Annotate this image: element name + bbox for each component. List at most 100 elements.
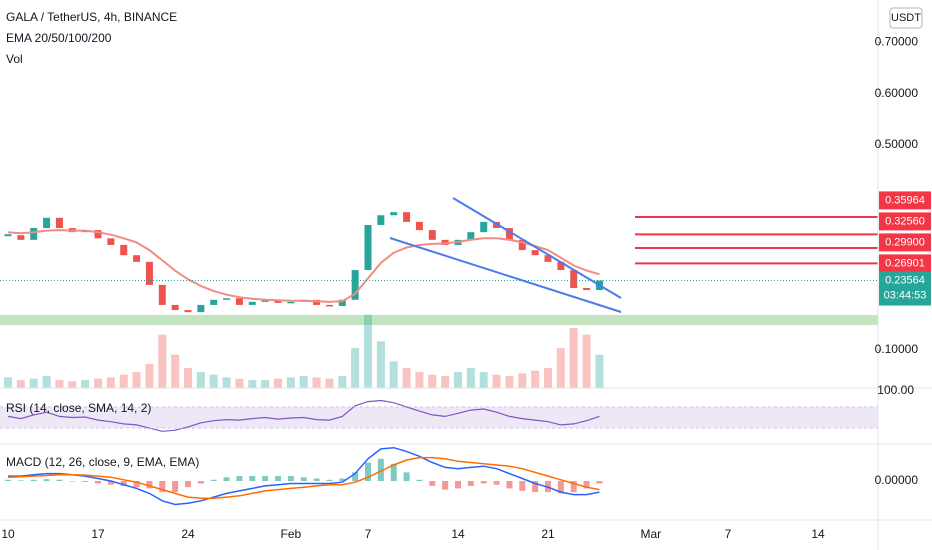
candle	[235, 298, 243, 305]
volume-bar	[261, 380, 270, 388]
volume-bar	[338, 376, 347, 388]
level-label-box	[879, 254, 931, 273]
macd-histogram-bar	[146, 481, 153, 489]
volume-bar	[132, 372, 141, 388]
macd-histogram-bar	[532, 481, 539, 493]
macd-histogram-bar	[249, 476, 256, 482]
chart-title: GALA / TetherUS, 4h, BINANCE	[6, 10, 177, 24]
volume-bar	[531, 370, 540, 388]
candle	[55, 217, 63, 229]
volume-bar	[441, 376, 450, 388]
candle	[505, 228, 513, 240]
level-label-box	[879, 191, 931, 210]
macd-tick-label: 0.00000	[875, 473, 919, 487]
candle	[313, 299, 321, 305]
macd-histogram-bar	[352, 472, 359, 482]
lower-trend-line	[389, 237, 622, 313]
candle	[544, 255, 552, 262]
macd-histogram-bar	[390, 463, 397, 482]
volume-bar	[389, 361, 398, 388]
candle	[120, 244, 128, 256]
candle	[557, 261, 565, 271]
candle	[145, 261, 153, 285]
volume-bar	[582, 334, 591, 388]
candle	[17, 235, 25, 240]
support-zone	[0, 315, 878, 325]
volume-bar	[428, 374, 437, 388]
volume-bar	[68, 381, 77, 388]
candle	[107, 238, 115, 245]
ema-label: EMA 20/50/100/200	[6, 31, 112, 45]
macd-histogram-bar	[43, 479, 50, 482]
macd-histogram-bar	[82, 481, 89, 482]
candle	[197, 304, 205, 313]
volume-bar	[235, 378, 244, 388]
candle	[171, 304, 179, 311]
volume-bar	[171, 354, 180, 388]
macd-histogram-bar	[493, 481, 500, 485]
volume-bar	[364, 314, 372, 388]
level-label: 0.35964	[885, 194, 925, 206]
macd-histogram-bar	[480, 481, 487, 484]
x-tick-label: 14	[451, 527, 465, 541]
x-tick-label: 24	[181, 527, 195, 541]
macd-histogram-bar	[159, 481, 166, 493]
volume-bar	[376, 341, 385, 388]
currency-box[interactable]	[889, 7, 923, 29]
volume-bar	[556, 348, 565, 388]
panes	[0, 315, 878, 428]
y-tick-label: 0.70000	[875, 35, 919, 49]
signal-line	[7, 456, 600, 500]
volume-bar	[274, 378, 282, 388]
x-tick-label: 10	[1, 527, 15, 541]
currency: USDT	[891, 12, 921, 24]
candle	[210, 299, 218, 305]
volume-bar	[42, 376, 51, 388]
macd-histogram-bar	[570, 481, 577, 493]
candle	[390, 212, 398, 216]
level-label: 0.26901	[885, 257, 925, 269]
level-label-box	[879, 212, 931, 231]
macd-histogram-bar	[467, 481, 474, 486]
macd-histogram-bar	[5, 479, 11, 482]
trend-lines	[389, 197, 622, 313]
y-tick-label: 0.60000	[875, 86, 919, 100]
candle	[518, 239, 526, 251]
volume-bar	[518, 373, 527, 388]
volume-bar	[402, 368, 411, 388]
volume-bar	[312, 377, 321, 388]
candle	[287, 301, 295, 304]
marks	[0, 212, 878, 506]
macd-histogram-bar	[557, 481, 564, 494]
rsi-line	[7, 399, 600, 432]
macd-histogram-bar	[506, 481, 513, 489]
volume-bar	[569, 328, 578, 388]
ema-line	[7, 229, 600, 303]
volume-bar	[325, 378, 334, 388]
macd-histogram-bar	[30, 479, 37, 482]
volume-bar	[351, 348, 360, 388]
volume-bar	[544, 368, 552, 388]
candle	[377, 215, 385, 225]
macd-histogram-bar	[236, 476, 243, 482]
y-tick-label: 0.10000	[875, 342, 919, 356]
macd-histogram-bar	[313, 478, 320, 482]
candle	[4, 234, 12, 237]
macd-histogram-bar	[262, 476, 269, 482]
candle	[351, 270, 359, 300]
candle	[364, 224, 372, 271]
candle	[467, 232, 475, 240]
macd-histogram-bar	[519, 481, 526, 491]
volume-bar	[248, 380, 257, 388]
x-tick-label: 7	[365, 527, 372, 541]
macd-histogram-bar	[172, 481, 179, 493]
macd-histogram-bar	[56, 479, 63, 482]
level-label: 0.29900	[885, 236, 925, 248]
candle	[325, 304, 333, 307]
macd-histogram-bar	[287, 476, 294, 482]
macd-histogram-bar	[223, 477, 230, 482]
volume-bar	[196, 372, 205, 388]
macd-histogram-bar	[17, 480, 24, 482]
